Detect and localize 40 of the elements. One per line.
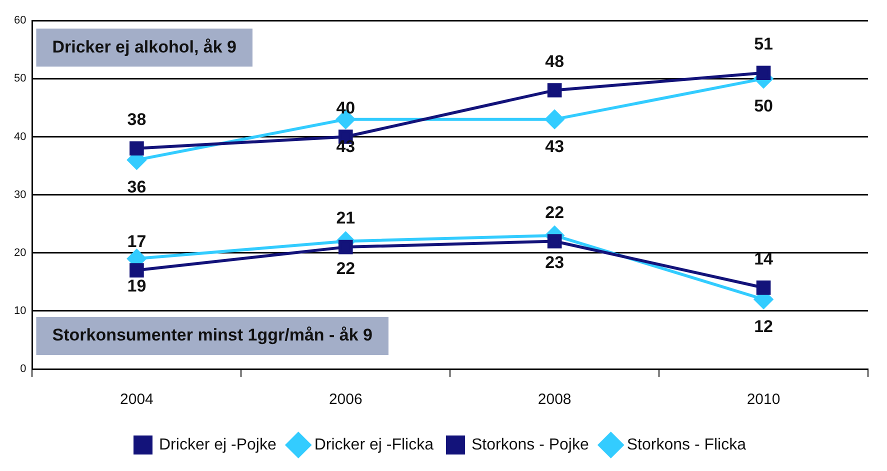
data-label: 23 [545, 253, 564, 272]
data-label: 51 [754, 34, 773, 54]
legend-label: Dricker ej -Pojke [159, 436, 276, 454]
x-tick-label: 2004 [120, 391, 154, 408]
annotation: Dricker ej alkohol, åk 9 [52, 37, 236, 56]
x-tick-label: 2006 [328, 391, 362, 408]
data-label: 48 [545, 52, 564, 71]
y-tick-label: 0 [20, 363, 26, 376]
data-label: 19 [127, 276, 146, 296]
data-label: 43 [545, 137, 564, 156]
data-label: 22 [336, 258, 356, 278]
data-label: 21 [336, 208, 356, 228]
data-label: 38 [127, 110, 146, 130]
point [756, 66, 771, 80]
y-tick-label: 50 [14, 72, 26, 85]
point [547, 83, 562, 98]
x-tick-label: 2008 [538, 391, 572, 408]
y-tick-label: 30 [14, 188, 26, 201]
legend-label: Storkons - Flicka [626, 436, 746, 454]
point [130, 263, 144, 278]
y-tick-label: 10 [14, 304, 26, 317]
point [756, 280, 771, 295]
legend-label: Storkons - Pojke [471, 436, 589, 454]
data-label: 40 [336, 98, 356, 118]
point [338, 240, 353, 254]
point [545, 110, 564, 129]
point [547, 234, 562, 248]
data-label: 50 [754, 96, 773, 116]
x-tick-label: 2010 [746, 391, 780, 408]
y-tick-label: 20 [14, 246, 26, 259]
data-label: 12 [754, 317, 773, 336]
data-label: 36 [127, 178, 146, 197]
point [130, 141, 144, 156]
data-label: 22 [545, 202, 564, 222]
legend-label: Dricker ej -Flicka [314, 436, 434, 454]
y-tick-label: 40 [14, 130, 26, 143]
data-label: 17 [127, 232, 146, 251]
y-tick-label: 60 [14, 14, 26, 27]
annotation: Storkonsumenter minst 1ggr/mån - åk 9 [52, 326, 372, 345]
data-label: 14 [754, 249, 774, 268]
